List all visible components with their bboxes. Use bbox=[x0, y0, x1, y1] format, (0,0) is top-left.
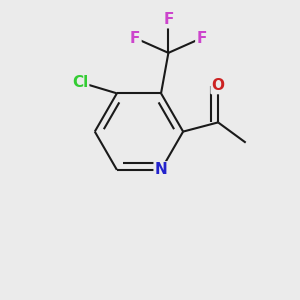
Text: Cl: Cl bbox=[72, 75, 88, 90]
Text: F: F bbox=[196, 31, 207, 46]
Text: O: O bbox=[212, 78, 225, 93]
Text: N: N bbox=[155, 162, 167, 177]
Text: F: F bbox=[130, 31, 140, 46]
Text: F: F bbox=[163, 12, 174, 27]
